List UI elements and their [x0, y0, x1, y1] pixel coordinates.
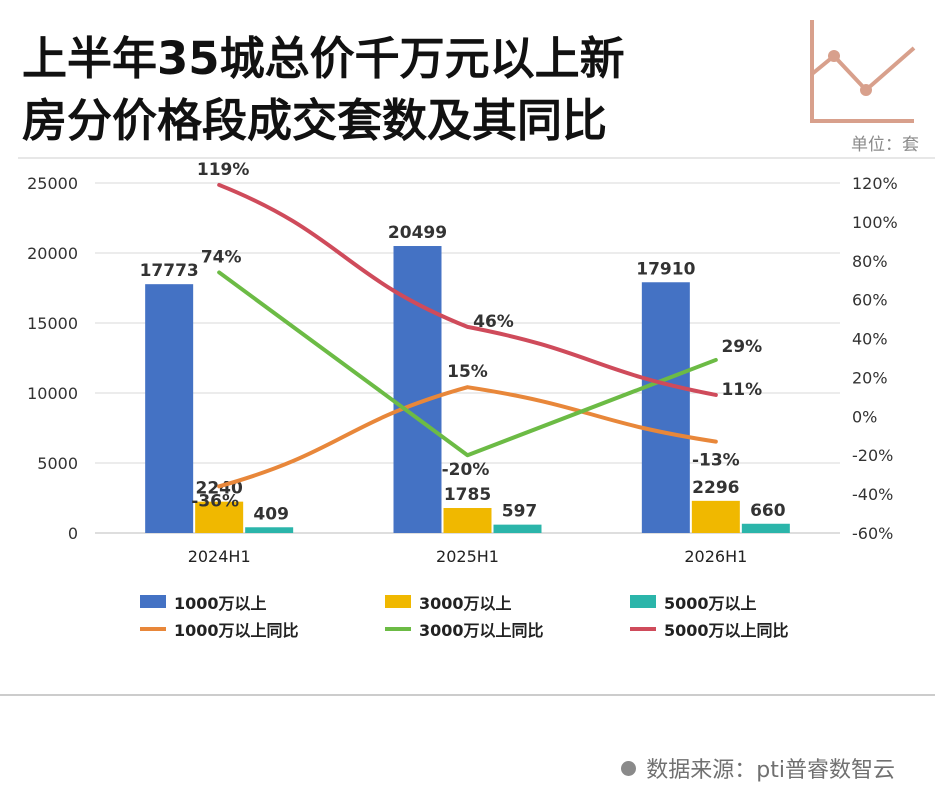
x-tick-label: 2025H1	[436, 547, 499, 566]
bar-data-label: 20499	[388, 223, 447, 243]
legend-label: 3000万以上	[419, 594, 512, 613]
chart-title: 上半年35城总价千万元以上新 房分价格段成交套数及其同比	[22, 28, 782, 152]
y-right-tick-label: 20%	[852, 368, 888, 387]
bar	[145, 284, 194, 533]
line-data-label: 15%	[447, 362, 488, 382]
line-data-label: 11%	[721, 380, 762, 400]
line-data-label: 29%	[721, 337, 762, 357]
bar	[493, 524, 542, 533]
series-line	[217, 270, 718, 458]
x-tick-label: 2024H1	[188, 547, 251, 566]
legend-label: 1000万以上	[174, 594, 267, 613]
bar	[691, 500, 740, 533]
legend-swatch	[630, 595, 656, 608]
line-chart-icon	[810, 20, 916, 123]
y-right-tick-label: -20%	[852, 446, 893, 465]
y-left-tick-label: 20000	[27, 244, 78, 263]
legend-label: 5000万以上	[664, 594, 757, 613]
source-text: 数据来源：pti普睿数智云	[646, 758, 895, 783]
legend-label: 1000万以上同比	[174, 621, 299, 640]
y-left-tick-label: 25000	[27, 174, 78, 193]
y-left-tick-label: 10000	[27, 384, 78, 403]
y-left-tick-label: 5000	[37, 454, 78, 473]
bar	[741, 523, 790, 533]
line-data-label: 119%	[197, 160, 250, 180]
y-left-tick-label: 0	[68, 524, 78, 543]
y-right-tick-label: 120%	[852, 174, 898, 193]
bar-data-label: 660	[750, 501, 786, 521]
data-source: 数据来源：pti普睿数智云	[621, 752, 895, 784]
series-line	[217, 182, 718, 397]
bar	[245, 527, 294, 533]
line-data-label: -13%	[692, 451, 740, 471]
title-line-1: 上半年35城总价千万元以上新	[22, 32, 625, 85]
x-tick-label: 2026H1	[684, 547, 747, 566]
bar	[393, 246, 442, 533]
bar	[195, 501, 244, 533]
bar-data-label: 2296	[692, 478, 739, 498]
series-line	[217, 385, 718, 489]
bar-data-label: 17910	[636, 259, 695, 279]
line-data-label: 46%	[473, 312, 514, 332]
legend-label: 5000万以上同比	[664, 621, 789, 640]
bar	[641, 282, 690, 533]
title-line-2: 房分价格段成交套数及其同比	[22, 94, 608, 147]
y-right-tick-label: 100%	[852, 213, 898, 232]
bar-data-label: 17773	[140, 261, 199, 281]
y-right-tick-label: 0%	[852, 407, 877, 426]
y-left-tick-label: 15000	[27, 314, 78, 333]
legend-label: 3000万以上同比	[419, 621, 544, 640]
bar-data-label: 597	[502, 502, 538, 522]
y-right-tick-label: -60%	[852, 524, 893, 543]
line-data-label: 74%	[201, 247, 242, 267]
combo-chart: 0 5000 10000 15000 20000 25000 -60% -40% -20% 0% 2…	[0, 157, 935, 696]
bar	[443, 508, 492, 533]
line-data-label: -36%	[191, 491, 239, 511]
unit-label: 单位：套	[851, 135, 919, 155]
legend-swatch	[140, 595, 166, 608]
y-right-tick-label: 80%	[852, 252, 888, 271]
bar-data-label: 409	[253, 504, 289, 524]
bar-data-label: 1785	[444, 485, 491, 505]
line-data-label: -20%	[442, 460, 490, 480]
y-right-tick-label: 40%	[852, 330, 888, 349]
y-right-tick-label: 60%	[852, 291, 888, 310]
bullet-dot-icon	[621, 760, 637, 776]
legend-swatch	[385, 595, 411, 608]
y-right-tick-label: -40%	[852, 485, 893, 504]
